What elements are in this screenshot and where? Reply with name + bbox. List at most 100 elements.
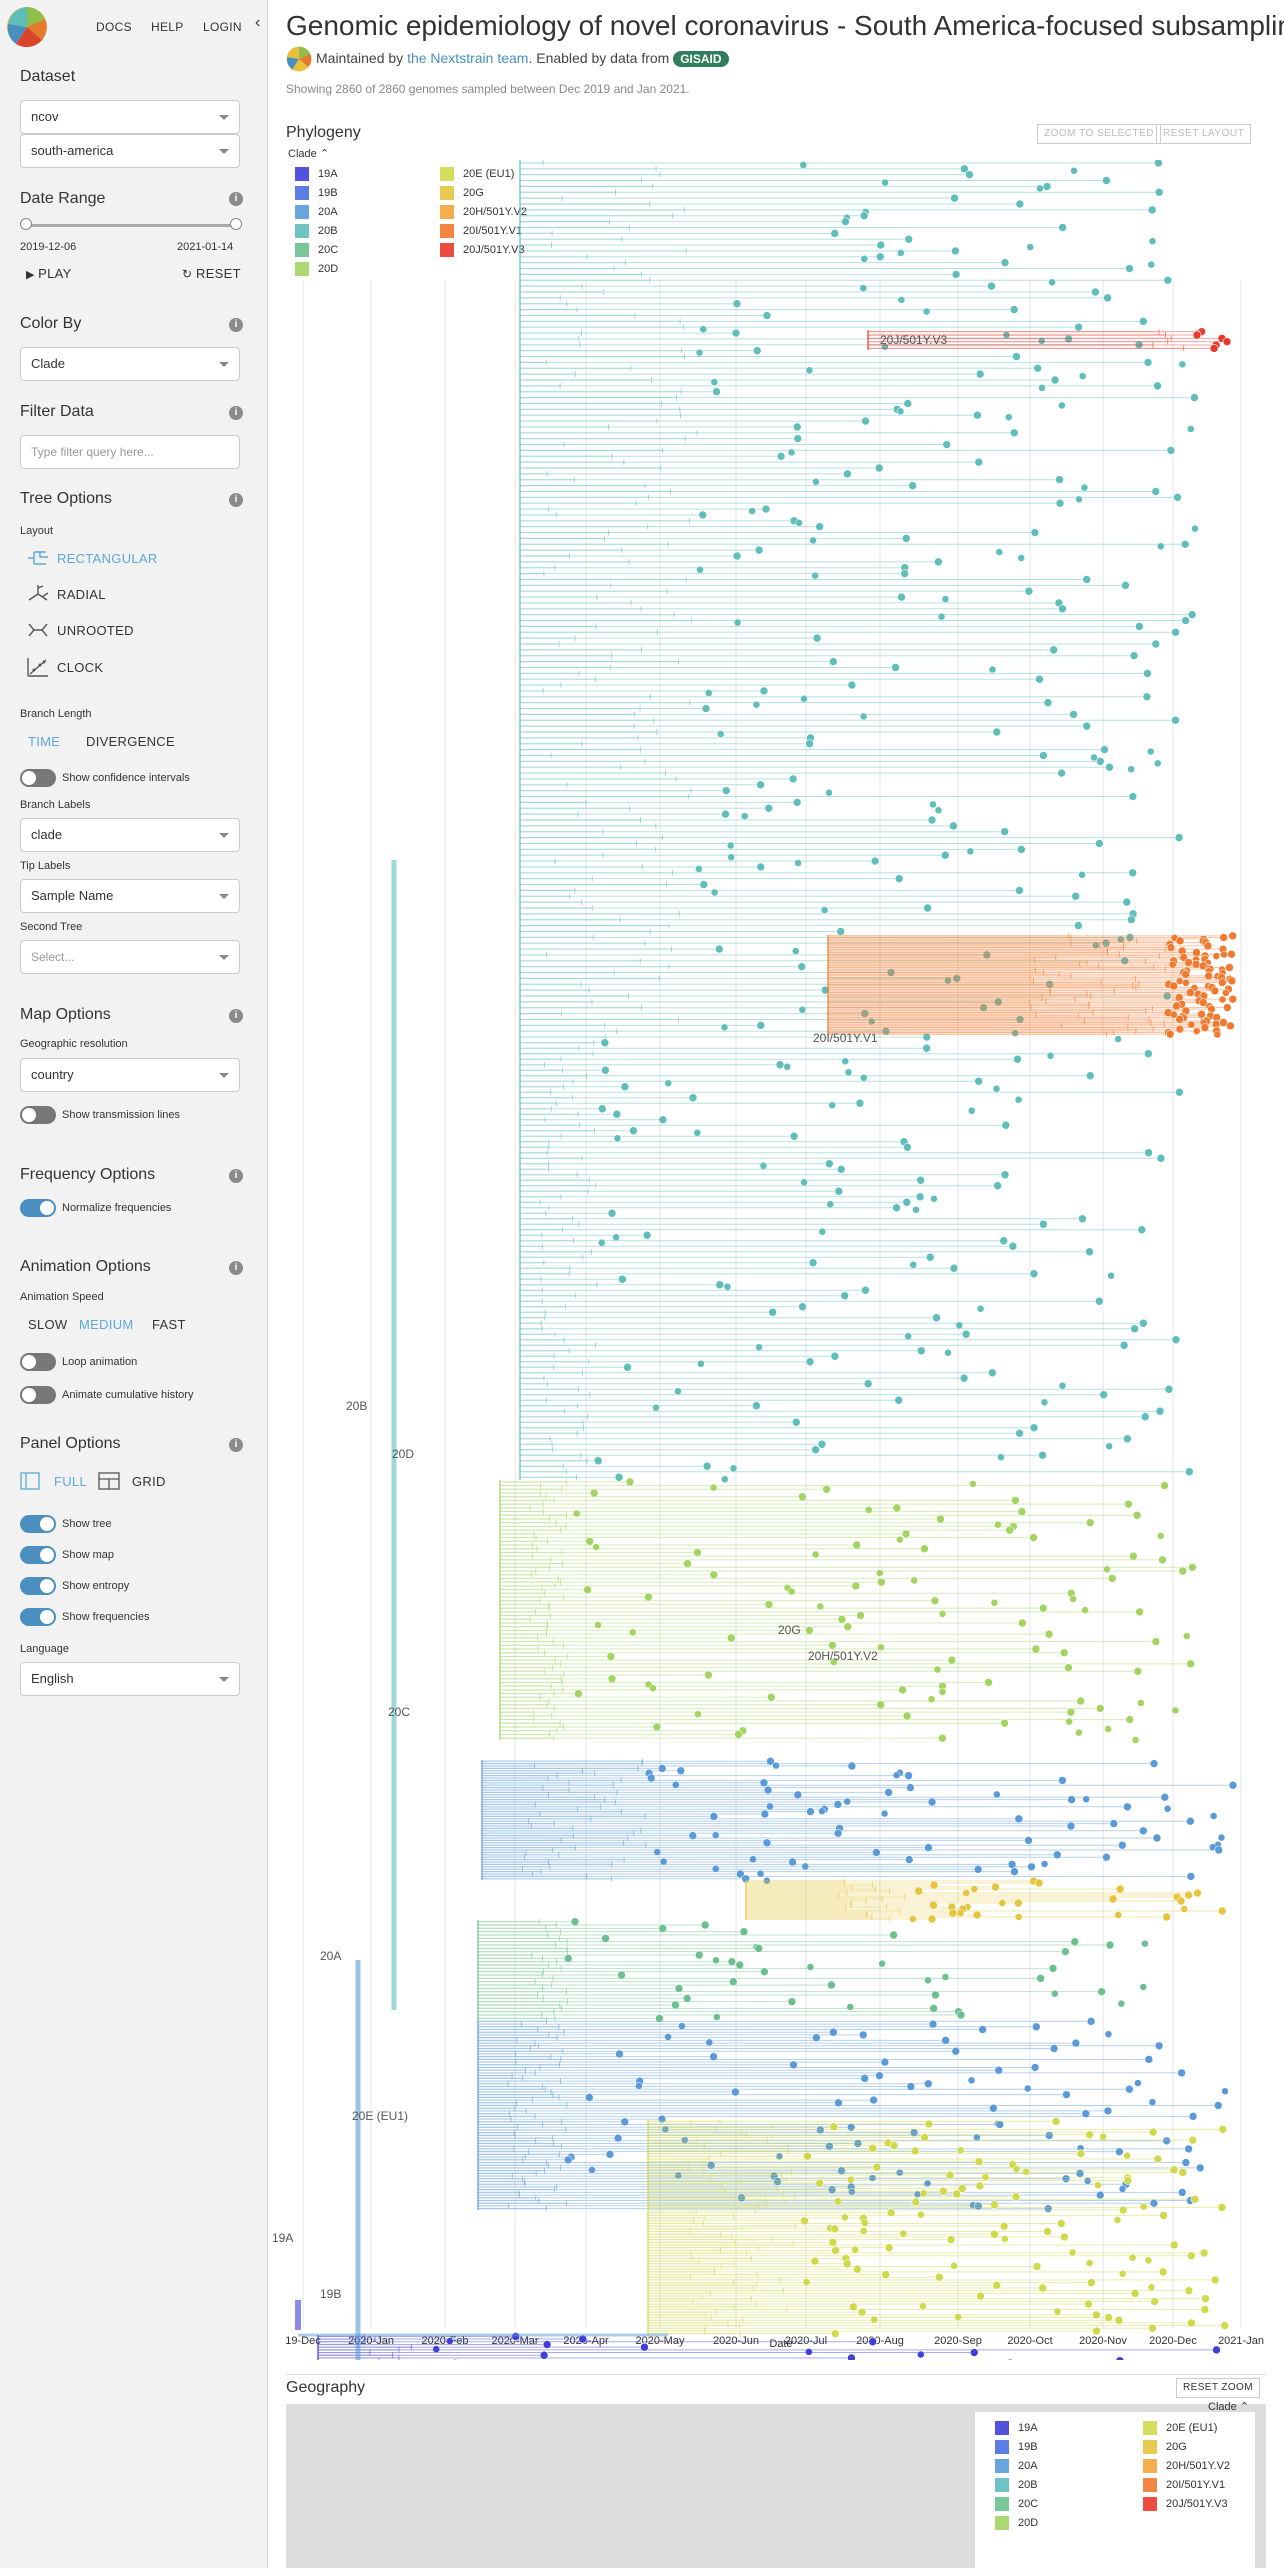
tree-tip[interactable] — [787, 1587, 796, 1596]
tree-tip[interactable] — [759, 1778, 769, 1788]
tree-tip[interactable] — [712, 387, 721, 397]
tree-tip[interactable] — [941, 595, 950, 603]
tree-tip[interactable] — [1086, 2017, 1096, 2026]
tree-tip[interactable] — [805, 1357, 815, 1367]
tree-tip[interactable] — [815, 2125, 825, 2135]
tree-tip[interactable] — [1058, 1382, 1067, 1390]
tree-tip[interactable] — [988, 665, 997, 674]
tree-tip[interactable] — [1085, 1247, 1094, 1257]
tree-tip[interactable] — [714, 944, 724, 954]
tree-tip[interactable] — [764, 1600, 774, 1609]
tree-tip[interactable] — [1169, 2240, 1179, 2250]
tree-tip[interactable] — [896, 407, 905, 416]
maintainer-link[interactable]: the Nextstrain team — [407, 50, 529, 66]
slider-handle-end[interactable] — [230, 218, 242, 230]
tree-tip[interactable] — [1008, 1241, 1018, 1251]
tree-tip[interactable] — [1186, 425, 1195, 433]
tree-tip[interactable] — [1129, 651, 1139, 661]
tree-tip[interactable] — [1026, 243, 1034, 251]
tree-tip[interactable] — [659, 1857, 668, 1866]
tree-tip[interactable] — [1137, 1225, 1147, 1235]
tree-tip[interactable] — [942, 440, 952, 449]
tree-tip[interactable] — [607, 1208, 617, 1218]
tree-tip[interactable] — [1137, 1699, 1145, 1707]
tree-tip[interactable] — [1061, 2174, 1071, 2184]
tree-tip[interactable] — [629, 1126, 638, 1136]
tree-tip[interactable] — [1171, 715, 1180, 725]
tree-tip[interactable] — [857, 2307, 867, 2317]
map-legend-clade-19b[interactable]: 19B — [995, 2440, 1038, 2454]
tree-tip[interactable] — [938, 1610, 947, 1618]
tree-tip[interactable] — [1118, 2205, 1128, 2215]
tree-tip[interactable] — [966, 847, 975, 856]
tree-tip[interactable] — [847, 2353, 856, 2360]
tree-tip[interactable] — [930, 1596, 940, 1606]
tree-tip[interactable] — [1024, 1836, 1033, 1845]
tree-tip[interactable] — [688, 1831, 698, 1840]
tree-tip[interactable] — [976, 1305, 985, 1313]
tree-tip[interactable] — [1053, 2307, 1062, 2316]
tree-tip[interactable] — [1059, 1648, 1069, 1658]
tree-tip[interactable] — [1156, 1153, 1166, 1163]
tree-tip[interactable] — [623, 1362, 632, 1372]
tree-tip[interactable] — [1139, 2202, 1148, 2211]
tree-tip[interactable] — [860, 2074, 870, 2083]
tree-tip[interactable] — [798, 1302, 807, 1312]
panel-grid[interactable]: GRID — [132, 1474, 166, 1489]
tree-tip[interactable] — [916, 1346, 926, 1356]
tree-tip[interactable] — [852, 2264, 862, 2274]
branch-label[interactable]: 20D — [392, 1447, 414, 1461]
tree-tip[interactable] — [1128, 868, 1138, 878]
tree-tip[interactable] — [994, 1520, 1002, 1529]
tree-tip[interactable] — [1090, 753, 1098, 762]
tree-tip[interactable] — [836, 927, 845, 936]
tree-tip[interactable] — [1149, 1759, 1159, 1768]
tree-tip[interactable] — [1069, 1595, 1077, 1603]
tree-tip[interactable] — [657, 1764, 667, 1773]
tree-tip[interactable] — [1082, 575, 1092, 584]
tree-tip[interactable] — [1131, 1736, 1140, 1744]
tree-tip[interactable] — [1085, 2259, 1094, 2267]
tree-tip[interactable] — [805, 2348, 813, 2356]
tree-tip[interactable] — [1103, 1565, 1111, 1574]
legend-clade-20c[interactable]: 20C — [295, 243, 338, 257]
tree-tip[interactable] — [969, 1480, 977, 1488]
tree-tip[interactable] — [848, 2187, 856, 2196]
tree-tip[interactable] — [924, 2119, 934, 2129]
tree-tip[interactable] — [1058, 1776, 1067, 1785]
tree-tip[interactable] — [941, 2036, 950, 2045]
tree-tip[interactable] — [919, 2302, 927, 2310]
tree-tip[interactable] — [908, 481, 917, 490]
tree-tip[interactable] — [1061, 1947, 1070, 1956]
tree-tip[interactable] — [1212, 2345, 1221, 2355]
show-frequencies-toggle[interactable] — [20, 1608, 56, 1626]
tree-tip[interactable] — [978, 2025, 987, 2034]
tree-tip[interactable] — [1156, 1532, 1165, 1540]
tree-tip[interactable] — [800, 1178, 808, 1186]
tree-tip[interactable] — [1186, 988, 1195, 997]
tree-tip[interactable] — [1055, 475, 1064, 485]
tree-tip[interactable] — [1221, 2087, 1229, 2095]
tree-tip[interactable] — [1127, 765, 1135, 773]
tree-tip[interactable] — [909, 1261, 918, 1269]
tree-tip[interactable] — [1166, 446, 1176, 455]
tree-tip[interactable] — [900, 569, 910, 578]
tree-tip[interactable] — [825, 2141, 834, 2151]
speed-slow[interactable]: SLOW — [28, 1317, 68, 1332]
tree-tip[interactable] — [1105, 1442, 1113, 1450]
tree-tip[interactable] — [1162, 2136, 1171, 2146]
layout-rectangular[interactable]: RECTANGULAR — [57, 551, 158, 566]
legend-clade-20j-501y-v3[interactable]: 20J/501Y.V3 — [440, 243, 525, 257]
tree-tip[interactable] — [1148, 2323, 1157, 2333]
layout-clock[interactable]: CLOCK — [57, 660, 104, 675]
tree-tip[interactable] — [612, 1109, 622, 1119]
info-icon[interactable]: i — [229, 1009, 243, 1023]
tree-tip[interactable] — [1180, 1905, 1189, 1913]
tree-tip[interactable] — [927, 815, 937, 825]
map-legend-clade-20h-501y-v2[interactable]: 20H/501Y.V2 — [1143, 2459, 1230, 2473]
tree-tip[interactable] — [849, 2302, 858, 2312]
tree-tip[interactable] — [868, 2174, 877, 2182]
tree-tip[interactable] — [775, 1060, 785, 1070]
tree-tip[interactable] — [1123, 1802, 1132, 1812]
tree-tip[interactable] — [1204, 971, 1213, 981]
